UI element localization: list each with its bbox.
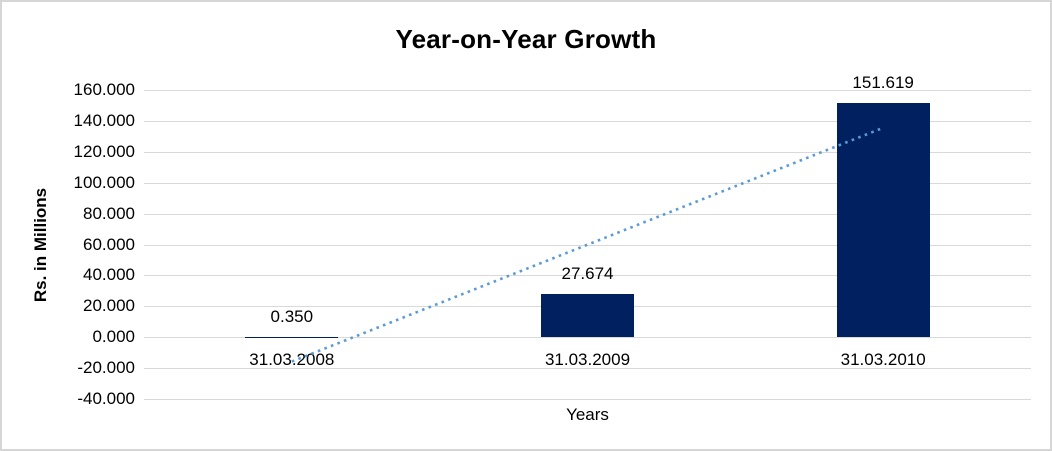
x-category-label: 31.03.2010 bbox=[840, 350, 926, 370]
bar-31.03.2008 bbox=[245, 336, 339, 338]
x-axis-title: Years bbox=[566, 405, 609, 424]
gridline bbox=[144, 213, 1031, 215]
gridline bbox=[144, 151, 1031, 153]
y-tick-label: 80.000 bbox=[83, 203, 135, 223]
gridline bbox=[144, 120, 1031, 122]
gridline bbox=[144, 399, 1031, 400]
y-tick-label: 160.000 bbox=[73, 80, 135, 99]
bar-data-label: 27.674 bbox=[561, 264, 614, 284]
y-axis-tick-labels: 160.000 140.000 120.000 100.000 80.000 60.000… bbox=[2, 80, 135, 408]
x-axis-labels: 31.03.2008 31.03.2009 31.03.2010 bbox=[144, 350, 1031, 370]
x-category-label: 31.03.2009 bbox=[544, 350, 631, 370]
gridline bbox=[144, 368, 1031, 370]
gridline bbox=[144, 244, 1031, 246]
y-tick-label: 100.000 bbox=[73, 172, 135, 192]
bar-data-label: 0.350 bbox=[270, 306, 314, 326]
gridline bbox=[144, 337, 1031, 339]
trendline-path bbox=[291, 126, 884, 363]
trendline bbox=[291, 126, 884, 363]
x-category-label: 31.03.2008 bbox=[249, 350, 335, 370]
y-tick-label: 20.000 bbox=[83, 296, 135, 316]
y-tick-label: 140.000 bbox=[73, 110, 135, 130]
y-tick-label: 120.000 bbox=[73, 141, 135, 161]
y-tick-label: -40.000 bbox=[77, 389, 135, 408]
chart-title: Year-on-Year Growth bbox=[395, 24, 657, 54]
y-tick-label: -20.000 bbox=[77, 358, 135, 378]
y-tick-label: 0.000 bbox=[92, 327, 135, 347]
gridline bbox=[144, 182, 1031, 184]
bar-31.03.2009 bbox=[541, 294, 634, 338]
bar-31.03.2010 bbox=[836, 102, 930, 338]
plot-area: 0.350 27.674 151.619 bbox=[144, 73, 1031, 400]
bar-data-label: 151.619 bbox=[852, 72, 914, 92]
gridline bbox=[144, 275, 1031, 277]
gridline bbox=[144, 90, 1031, 91]
y-tick-label: 60.000 bbox=[83, 234, 135, 254]
y-tick-label: 40.000 bbox=[83, 265, 135, 285]
